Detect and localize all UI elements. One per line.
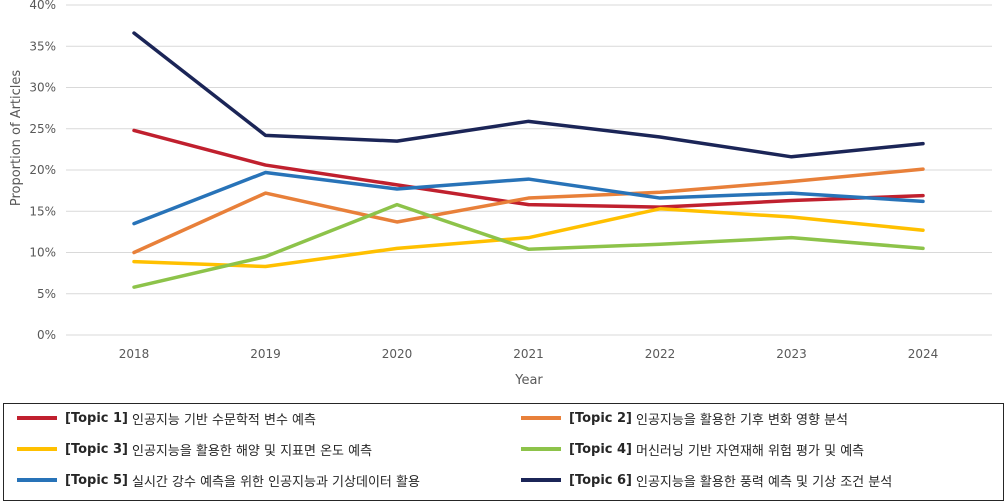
y-tick-label: 0% (37, 328, 56, 342)
series-line-topic-3 (132, 207, 925, 269)
series-line-topic-1 (132, 128, 925, 209)
legend-swatch (521, 416, 561, 420)
x-axis-title: Year (514, 373, 543, 388)
legend-item-topic-5: [Topic 5] 실시간 강수 예측을 위한 인공지능과 기상데이터 활용 (17, 468, 420, 492)
legend-item-topic-2: [Topic 2] 인공지능을 활용한 기후 변화 영향 분석 (521, 406, 848, 430)
legend-label: 인공지능 기반 수문학적 변수 예측 (132, 412, 316, 428)
y-tick-label: 25% (29, 122, 56, 136)
x-tick-label: 2019 (250, 347, 281, 361)
legend-label: 인공지능을 활용한 기후 변화 영향 분석 (636, 412, 849, 428)
y-axis-ticks: 0% 5% 10% 15% 20% 25% 30% 35% 40% (29, 0, 56, 342)
line-chart: 0%5%10%15%20%25%30%35%40% 2018 2019 2020 20… (9, 0, 992, 388)
y-axis-title: Proportion of Articles (9, 70, 24, 207)
x-tick-label: 2022 (645, 347, 676, 361)
legend-swatch (17, 447, 57, 451)
series-line-topic-6 (132, 31, 925, 159)
legend-item-topic-1: [Topic 1] 인공지능 기반 수문학적 변수 예측 (17, 406, 316, 430)
series-line-topic-4 (132, 202, 925, 289)
y-tick-label: 10% (29, 246, 56, 260)
legend-item-topic-6: [Topic 6] 인공지능을 활용한 풍력 예측 및 기상 조건 분석 (521, 468, 892, 492)
x-tick-label: 2023 (776, 347, 807, 361)
y-tick-label: 40% (29, 0, 56, 12)
legend-tag: [Topic 4] (569, 441, 632, 457)
legend-tag: [Topic 1] (65, 410, 128, 426)
legend-tag: [Topic 3] (65, 441, 128, 457)
legend-tag: [Topic 6] (569, 472, 632, 488)
legend: [Topic 1] 인공지능 기반 수문학적 변수 예측 [Topic 2] 인공지능… (3, 403, 1004, 501)
legend-item-topic-4: [Topic 4] 머신러닝 기반 자연재해 위험 평가 및 예측 (521, 437, 864, 461)
y-tick-label: 30% (29, 81, 56, 95)
legend-label: 머신러닝 기반 자연재해 위험 평가 및 예측 (636, 443, 865, 459)
y-tick-label: 35% (29, 39, 56, 53)
y-tick-label: 5% (37, 287, 56, 301)
x-tick-label: 2024 (908, 347, 939, 361)
x-tick-label: 2020 (382, 347, 413, 361)
series-lines (132, 31, 925, 289)
legend-label: 인공지능을 활용한 풍력 예측 및 기상 조건 분석 (636, 474, 893, 490)
legend-swatch (521, 447, 561, 451)
gridlines (66, 4, 992, 336)
y-tick-label: 20% (29, 163, 56, 177)
series-line-topic-5 (132, 170, 925, 226)
legend-tag: [Topic 2] (569, 410, 632, 426)
legend-swatch (17, 478, 57, 482)
legend-label: 인공지능을 활용한 해양 및 지표면 온도 예측 (132, 443, 373, 459)
legend-swatch (521, 478, 561, 482)
x-axis-ticks: 2018 2019 2020 2021 2022 2023 2024 (119, 347, 939, 361)
x-tick-label: 2021 (513, 347, 544, 361)
legend-item-topic-3: [Topic 3] 인공지능을 활용한 해양 및 지표면 온도 예측 (17, 437, 372, 461)
x-tick-label: 2018 (119, 347, 150, 361)
legend-swatch (17, 416, 57, 420)
legend-label: 실시간 강수 예측을 위한 인공지능과 기상데이터 활용 (132, 474, 420, 490)
series-line-topic-2 (132, 167, 925, 255)
y-tick-label: 15% (29, 204, 56, 218)
legend-tag: [Topic 5] (65, 472, 128, 488)
